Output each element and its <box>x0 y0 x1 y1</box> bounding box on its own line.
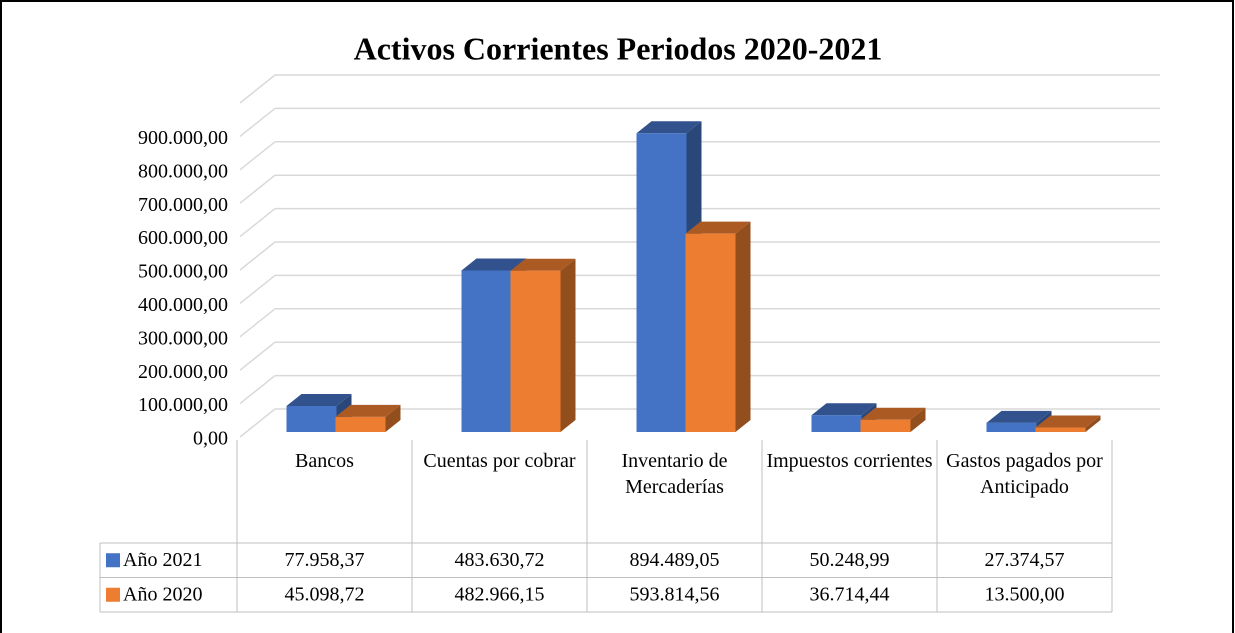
bar-top <box>461 258 527 271</box>
bar-top <box>811 403 877 416</box>
y-tick-label: 0,00 <box>193 428 228 450</box>
grid-line <box>239 141 276 171</box>
bar-side <box>385 404 401 432</box>
category-cell: Inventario de Mercaderías <box>621 450 728 498</box>
legend-key <box>106 553 120 568</box>
x-tick-label: Cuentas por cobrar <box>423 450 576 472</box>
y-tick-label: 800.000,00 <box>138 160 228 182</box>
bar-top <box>335 404 401 417</box>
y-tick-label: 900.000,00 <box>138 127 228 149</box>
bar <box>860 419 911 432</box>
legend-label: Año 2020 <box>123 583 202 605</box>
x-tick-label: Gastos pagados por Anticipado <box>946 450 1103 498</box>
data-label: 593.814,56 <box>630 583 720 605</box>
data-label: 894.489,05 <box>630 549 720 571</box>
x-tick-label: Inventario de Mercaderías <box>621 450 728 498</box>
data-label: 50.248,99 <box>810 549 890 571</box>
grid-line <box>239 107 276 137</box>
bar-side <box>910 407 926 432</box>
category-cell: Bancos <box>295 450 354 472</box>
bar <box>461 270 512 432</box>
y-tick-label: 600.000,00 <box>138 227 228 249</box>
data-label: 45.098,72 <box>285 583 365 605</box>
y-tick-label: 200.000,00 <box>138 361 228 383</box>
x-tick-label: Impuestos corrientes <box>766 450 933 472</box>
bar <box>636 133 687 432</box>
bar <box>335 416 386 432</box>
y-tick-label: 100.000,00 <box>138 394 228 416</box>
category-cell: Impuestos corrientes <box>766 450 933 472</box>
y-tick-label: 500.000,00 <box>138 261 228 283</box>
y-tick-label: 300.000,00 <box>138 327 228 349</box>
x-tick-label: Bancos <box>295 450 354 472</box>
category-cell: Cuentas por cobrar <box>423 450 576 472</box>
data-label: 482.966,15 <box>455 583 545 605</box>
legend-label: Año 2021 <box>123 549 202 571</box>
bar-top <box>636 121 702 134</box>
bar-top <box>510 258 576 271</box>
bar-top <box>986 410 1052 423</box>
data-label: 483.630,72 <box>455 549 545 571</box>
grid-line <box>239 174 276 204</box>
bar <box>510 270 561 432</box>
bar <box>986 422 1037 432</box>
chart-title: Activos Corrientes Periodos 2020-2021 <box>354 30 883 66</box>
bar <box>286 405 337 432</box>
grid-line <box>239 341 276 371</box>
grid-line <box>239 74 276 104</box>
legend-key <box>106 587 120 602</box>
data-label: 77.958,37 <box>285 549 365 571</box>
grid-line <box>239 308 276 338</box>
bar <box>685 233 736 432</box>
bar-top <box>286 393 352 406</box>
bar-top <box>685 221 751 234</box>
y-tick-label: 400.000,00 <box>138 294 228 316</box>
grid-line <box>239 408 276 438</box>
category-cell: Gastos pagados por Anticipado <box>946 450 1103 498</box>
grid-line <box>239 208 276 238</box>
data-label: 13.500,00 <box>985 583 1065 605</box>
bar-side <box>560 258 576 432</box>
data-label: 36.714,44 <box>810 583 890 605</box>
y-tick-label: 700.000,00 <box>138 194 228 216</box>
bar-side <box>735 221 751 432</box>
bar <box>1035 427 1086 432</box>
grid-line <box>239 274 276 304</box>
grid-line <box>239 241 276 271</box>
data-label: 27.374,57 <box>985 549 1065 571</box>
bar <box>811 415 862 432</box>
bar-top <box>1035 415 1101 428</box>
bar-side <box>1085 415 1101 432</box>
bar-top <box>860 407 926 420</box>
grid-line <box>239 375 276 405</box>
